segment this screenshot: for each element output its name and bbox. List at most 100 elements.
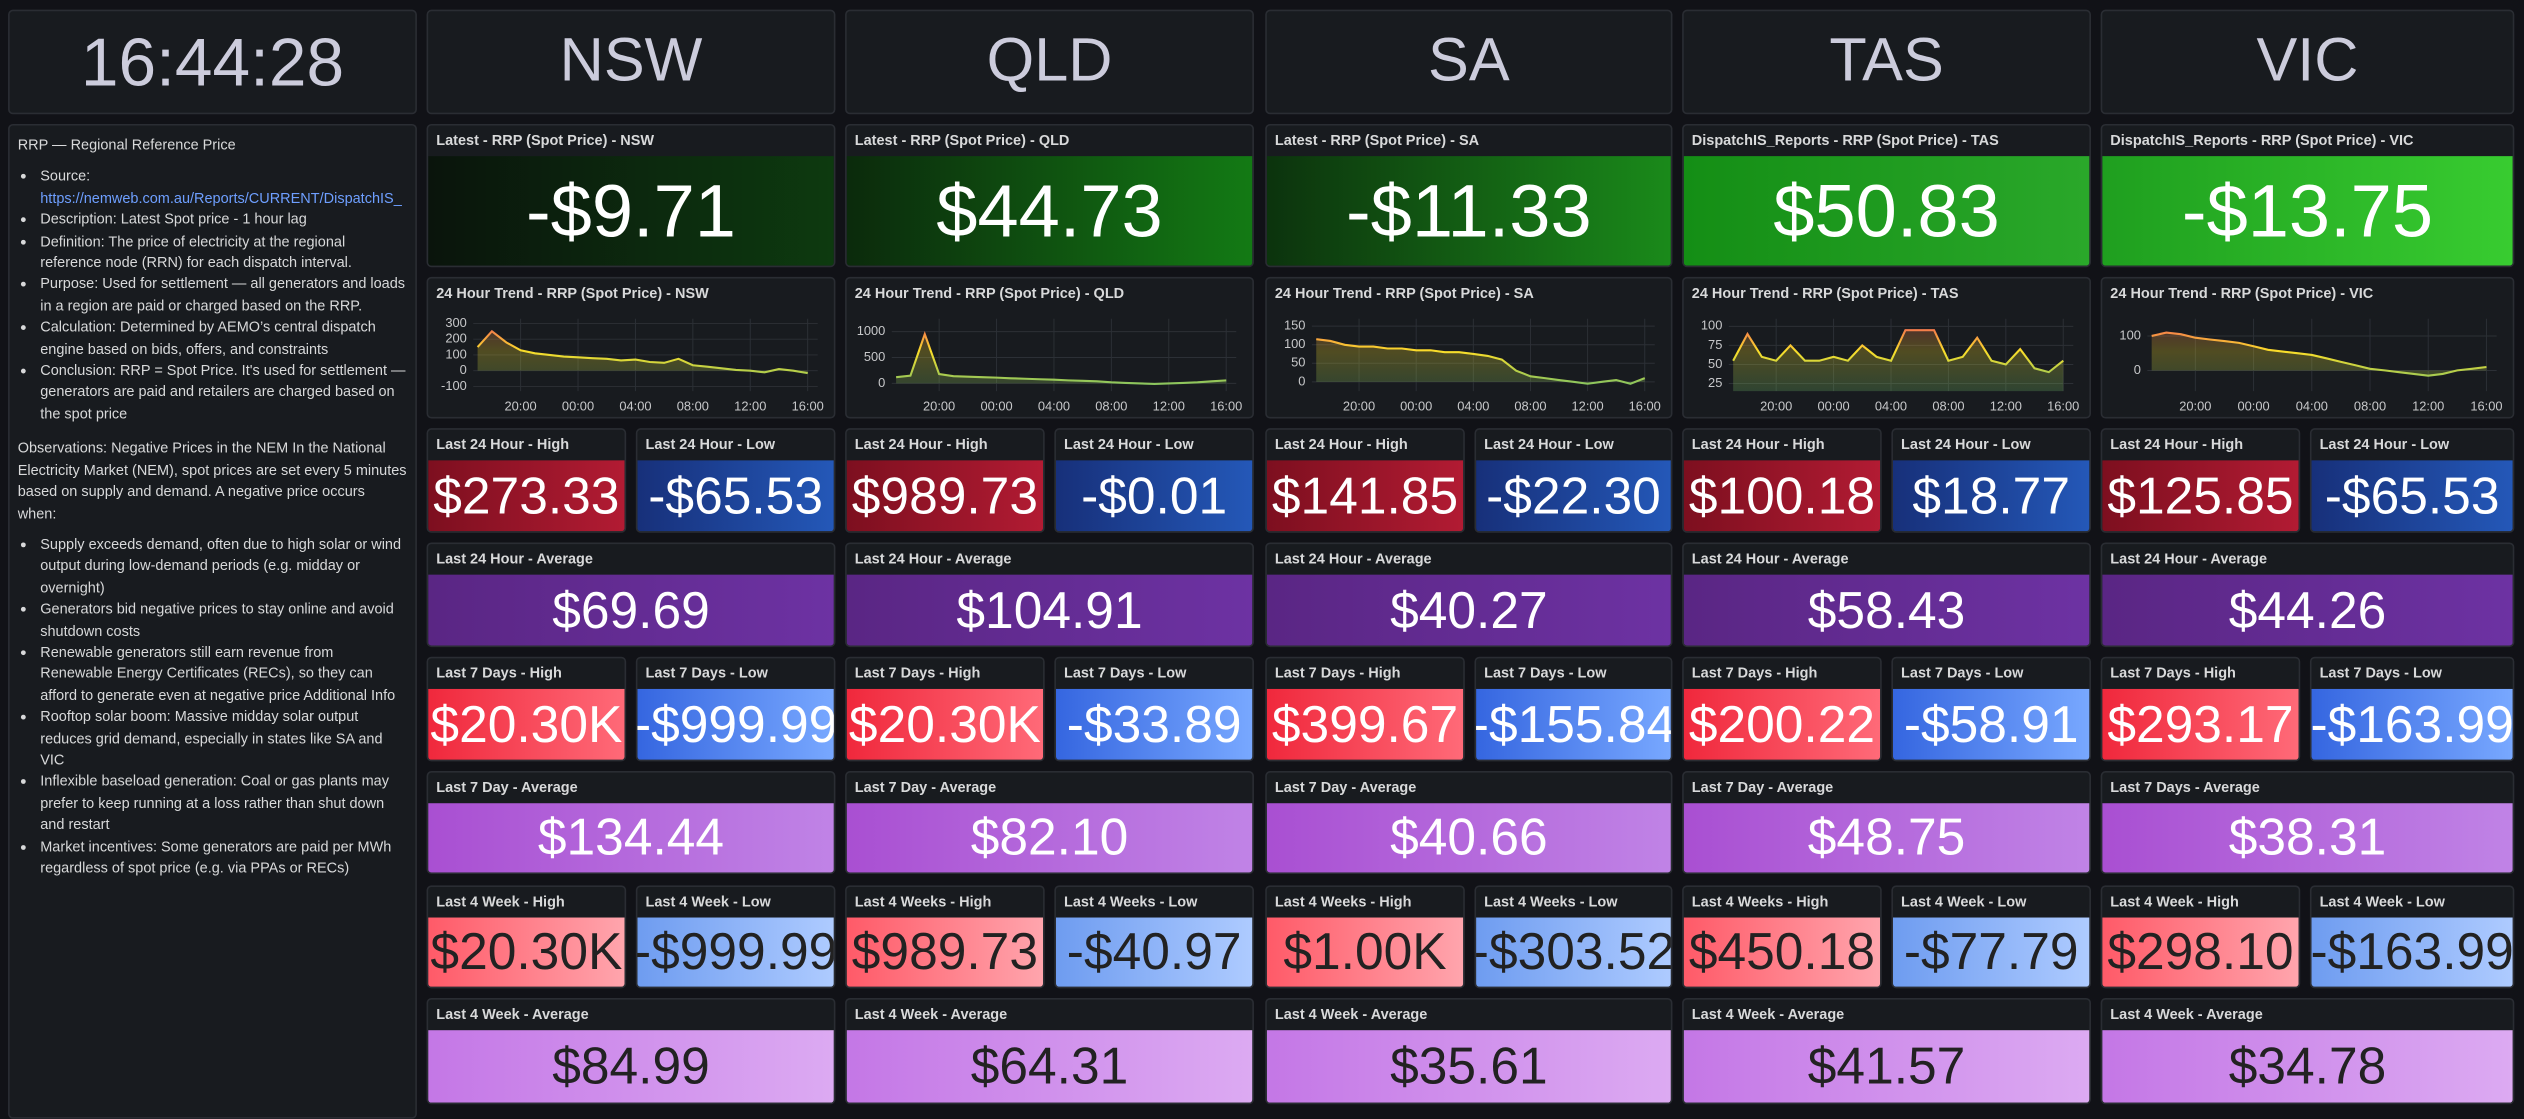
panel-title: 24 Hour Trend - RRP (Spot Price) - NSW bbox=[436, 284, 709, 302]
panel-title: Last 4 Week - Average bbox=[1691, 1006, 1845, 1023]
stat-panel: Last 24 Hour - High $141.85 bbox=[1265, 428, 1465, 533]
panel-title: Last 24 Hour - Average bbox=[1274, 550, 1432, 567]
latest-value: -$13.75 bbox=[2102, 156, 2513, 266]
trend-line bbox=[1316, 338, 1646, 385]
x-tick-label: 00:00 bbox=[562, 399, 594, 414]
x-tick-label: 08:00 bbox=[2354, 399, 2386, 414]
stat-panel: Last 4 Week - Low -$163.99 bbox=[2309, 885, 2515, 989]
panel-title: Last 24 Hour - Average bbox=[1691, 550, 1849, 567]
panel-title: Latest - RRP (Spot Price) - QLD bbox=[854, 131, 1070, 149]
stat-value: $298.10 bbox=[2102, 917, 2299, 987]
stat-panel: Last 7 Days - Low -$58.91 bbox=[1891, 656, 2091, 762]
y-tick-label: 0 bbox=[2134, 362, 2141, 377]
x-tick-label: 20:00 bbox=[1760, 399, 1792, 414]
observation-item: Generators bid negative prices to stay o… bbox=[40, 599, 407, 642]
stat-panel: Last 24 Hour - Low -$65.53 bbox=[635, 428, 836, 533]
stat-value: -$65.53 bbox=[2311, 460, 2513, 532]
panel-title: Last 7 Days - High bbox=[2110, 664, 2236, 681]
stat-value: $84.99 bbox=[428, 1030, 834, 1103]
panel-title: Last 4 Week - Average bbox=[1274, 1006, 1428, 1023]
x-tick-label: 12:00 bbox=[1153, 399, 1185, 414]
y-tick-label: 0 bbox=[878, 375, 885, 390]
trend-panel: 24 Hour Trend - RRP (Spot Price) - QLD 0 5… bbox=[845, 276, 1254, 419]
latest-value: -$9.71 bbox=[428, 156, 834, 266]
stat-value: -$0.01 bbox=[1055, 460, 1253, 532]
stat-panel: Last 7 Days - High $20.30K bbox=[845, 656, 1045, 762]
stat-value: $35.61 bbox=[1266, 1030, 1671, 1103]
panel-title: Last 7 Days - High bbox=[1691, 664, 1818, 681]
y-tick-label: 500 bbox=[864, 349, 885, 364]
panel-title: Last 7 Days - Low bbox=[1901, 664, 2024, 681]
observation-item: Inflexible baseload generation: Coal or … bbox=[40, 772, 407, 837]
panel-title: Last 24 Hour - High bbox=[1691, 436, 1825, 453]
trend-area bbox=[1733, 330, 2064, 392]
panel-title: Last 24 Hour - High bbox=[1274, 436, 1408, 453]
latest-value: $44.73 bbox=[846, 156, 1253, 266]
stat-value: $399.67 bbox=[1266, 688, 1464, 760]
region-name: TAS bbox=[1829, 27, 1944, 95]
region-name: SA bbox=[1428, 27, 1510, 95]
x-tick-label: 16:00 bbox=[1210, 399, 1242, 414]
observation-item: Market incentives: Some generators are p… bbox=[40, 836, 407, 879]
stat-value: -$155.84 bbox=[1476, 688, 1671, 760]
stat-value: $40.27 bbox=[1266, 574, 1671, 646]
stat-value: $18.77 bbox=[1892, 460, 2090, 532]
source-link[interactable]: https://nemweb.com.au/Reports/CURRENT/Di… bbox=[40, 189, 402, 206]
x-tick-label: 08:00 bbox=[1095, 399, 1127, 414]
stat-panel: Last 4 Week - High $298.10 bbox=[2100, 885, 2301, 989]
x-tick-label: 16:00 bbox=[1629, 399, 1661, 414]
stat-value: $82.10 bbox=[846, 803, 1253, 873]
stat-panel: Last 4 Week - High $20.30K bbox=[426, 885, 627, 989]
panel-title: Last 24 Hour - Average bbox=[854, 550, 1012, 567]
clock: 16:44:28 bbox=[80, 23, 345, 99]
trend-chart: 0 100 20:00 00:00 04:00 08:00 12:00 16:00 bbox=[2119, 318, 2503, 414]
stat-value: -$163.99 bbox=[2311, 688, 2513, 760]
stat-value: $200.22 bbox=[1683, 688, 1881, 760]
panel-title: Last 7 Day - Average bbox=[436, 779, 578, 796]
latest-panel: Latest - RRP (Spot Price) - QLD $44.73 bbox=[845, 123, 1254, 268]
stat-panel: Last 7 Days - Low -$155.84 bbox=[1474, 656, 1673, 762]
trend-panel: 24 Hour Trend - RRP (Spot Price) - VIC 0 1… bbox=[2100, 276, 2515, 419]
x-tick-label: 20:00 bbox=[2179, 399, 2211, 414]
stat-value: $125.85 bbox=[2102, 460, 2299, 532]
y-tick-label: 50 bbox=[1291, 355, 1305, 370]
y-tick-label: 100 bbox=[1284, 336, 1305, 351]
trend-line bbox=[476, 329, 808, 375]
region-header: QLD bbox=[845, 9, 1254, 115]
panel-title: Last 24 Hour - High bbox=[436, 436, 570, 453]
y-tick-label: 150 bbox=[1284, 318, 1305, 333]
source-label: Source: bbox=[40, 168, 91, 185]
trend-area bbox=[477, 331, 808, 374]
info-item: Purpose: Used for settlement — all gener… bbox=[40, 274, 407, 317]
stat-panel: Last 4 Week - Average $64.31 bbox=[845, 998, 1254, 1105]
stat-value: -$999.99 bbox=[637, 917, 834, 987]
stat-panel: Last 7 Days - High $399.67 bbox=[1265, 656, 1465, 762]
trend-line bbox=[896, 331, 1227, 385]
stat-panel: Last 7 Day - Average $40.66 bbox=[1265, 771, 1673, 875]
x-tick-label: 12:00 bbox=[1990, 399, 2022, 414]
x-tick-label: 20:00 bbox=[505, 399, 537, 414]
x-tick-label: 04:00 bbox=[2296, 399, 2328, 414]
stat-value: $48.75 bbox=[1683, 803, 2090, 873]
panel-title: 24 Hour Trend - RRP (Spot Price) - TAS bbox=[1691, 284, 1959, 302]
trend-panel: 24 Hour Trend - RRP (Spot Price) - SA 0 50… bbox=[1265, 276, 1673, 419]
stat-panel: Last 24 Hour - Low -$22.30 bbox=[1474, 428, 1673, 533]
y-tick-label: -100 bbox=[441, 378, 467, 393]
stat-value: $40.66 bbox=[1266, 803, 1671, 873]
stat-value: $104.91 bbox=[846, 574, 1253, 646]
y-tick-label: 100 bbox=[445, 346, 466, 361]
latest-value: $50.83 bbox=[1683, 156, 2090, 266]
panel-title: 24 Hour Trend - RRP (Spot Price) - VIC bbox=[2110, 284, 2374, 302]
panel-title: Last 4 Weeks - Low bbox=[1484, 893, 1618, 910]
observation-item: Renewable generators still earn revenue … bbox=[40, 642, 407, 707]
panel-title: Last 24 Hour - Average bbox=[2110, 550, 2268, 567]
stat-value: $20.30K bbox=[428, 917, 625, 987]
y-tick-label: 75 bbox=[1708, 337, 1722, 352]
stat-value: -$40.97 bbox=[1055, 917, 1253, 987]
stat-panel: Last 4 Week - Average $35.61 bbox=[1265, 998, 1673, 1105]
panel-title: Last 7 Days - Low bbox=[1064, 664, 1187, 681]
latest-value: -$11.33 bbox=[1266, 156, 1671, 266]
stat-value: $293.17 bbox=[2102, 688, 2299, 760]
stat-panel: Last 24 Hour - High $273.33 bbox=[426, 428, 627, 533]
